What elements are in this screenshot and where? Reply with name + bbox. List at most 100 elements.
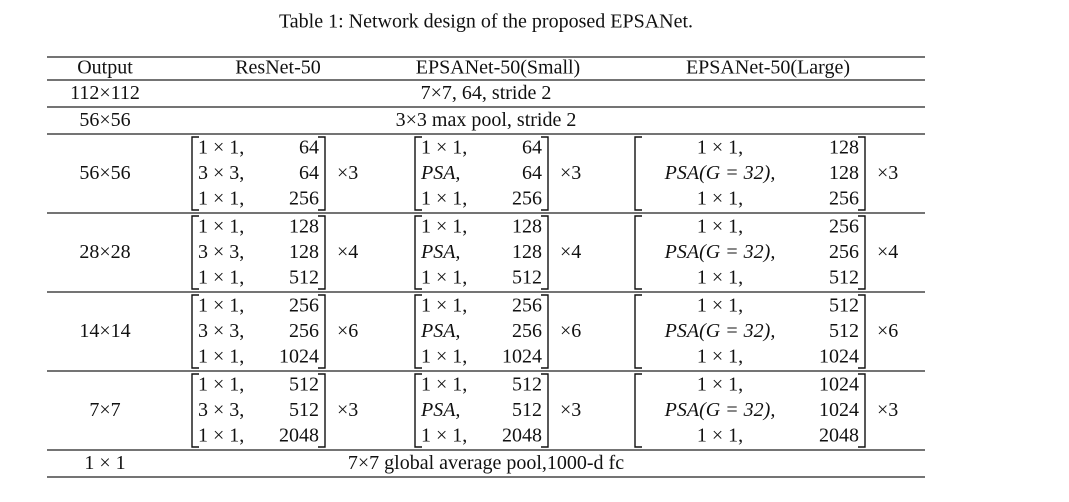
layer-channels: 1024 [819,399,859,421]
layer-channels: 256 [829,216,859,238]
layer-kernel: 3 × 3, [198,162,244,184]
layer-channels: 128 [289,241,319,263]
layer-channels: 256 [289,295,319,317]
layer-channels: 1024 [819,374,859,396]
block-repeat: ×4 [337,241,358,263]
layer-channels: 256 [289,188,319,210]
block-repeat: ×6 [877,320,898,342]
layer-channels: 1024 [502,346,542,368]
layer-kernel: PSA, [420,399,460,421]
bracket-right [858,373,866,448]
layer-kernel: 1 × 1, [697,346,743,368]
layer-kernel: 1 × 1, [697,374,743,396]
output-cell: 56×56 [79,109,130,131]
layer-kernel: 1 × 1, [198,425,244,447]
block-repeat: ×3 [560,162,581,184]
span-cell: 7×7, 64, stride 2 [421,82,552,104]
layer-channels: 256 [829,241,859,263]
header-cell: EPSANet-50(Small) [416,57,580,79]
layer-kernel: 1 × 1, [421,216,467,238]
bracket-left [191,294,199,369]
block-repeat: ×3 [560,399,581,421]
layer-channels: 64 [522,137,542,159]
bracket-right [858,215,866,290]
bracket-left [414,136,422,211]
bracket-right [541,136,549,211]
bracket-right [318,136,326,211]
layer-channels: 512 [289,374,319,396]
layer-kernel: PSA(G = 32), [664,399,776,421]
layer-kernel: 1 × 1, [198,137,244,159]
table-caption: Table 1: Network design of the proposed … [279,11,693,33]
layer-kernel: 1 × 1, [198,188,244,210]
layer-channels: 512 [289,267,319,289]
layer-channels: 1024 [819,346,859,368]
bracket-right [858,294,866,369]
layer-kernel: 1 × 1, [421,267,467,289]
layer-kernel: 1 × 1, [421,425,467,447]
layer-channels: 128 [512,216,542,238]
span-cell: 7×7 global average pool,1000-d fc [348,452,624,474]
block-repeat: ×3 [337,399,358,421]
layer-kernel: 1 × 1, [198,267,244,289]
bracket-left [634,136,642,211]
layer-channels: 256 [512,295,542,317]
bracket-left [191,373,199,448]
span-cell: 3×3 max pool, stride 2 [396,109,577,131]
header-cell: ResNet-50 [235,57,321,79]
layer-channels: 64 [522,162,542,184]
bracket-left [634,373,642,448]
layer-kernel: 1 × 1, [697,188,743,210]
layer-channels: 512 [512,267,542,289]
layer-kernel: PSA, [420,320,460,342]
bracket-left [191,215,199,290]
bracket-right [318,215,326,290]
header-cell: EPSANet-50(Large) [686,57,850,79]
layer-kernel: 1 × 1, [198,346,244,368]
bracket-right [858,136,866,211]
output-cell: 112×112 [70,82,140,104]
bracket-left [414,373,422,448]
layer-kernel: PSA(G = 32), [664,320,776,342]
layer-kernel: 1 × 1, [697,137,743,159]
layer-kernel: 1 × 1, [697,295,743,317]
layer-channels: 2048 [279,425,319,447]
block-repeat: ×3 [877,399,898,421]
layer-kernel: 3 × 3, [198,320,244,342]
layer-kernel: 1 × 1, [697,267,743,289]
bracket-left [191,136,199,211]
layer-channels: 1024 [279,346,319,368]
layer-channels: 512 [829,320,859,342]
layer-channels: 512 [829,295,859,317]
layer-channels: 64 [299,162,319,184]
layer-channels: 128 [829,137,859,159]
bracket-left [414,215,422,290]
layer-channels: 2048 [819,425,859,447]
block-repeat: ×3 [337,162,358,184]
layer-channels: 512 [512,374,542,396]
layer-kernel: PSA(G = 32), [664,241,776,263]
layer-kernel: PSA, [420,241,460,263]
layer-kernel: 1 × 1, [697,425,743,447]
layer-channels: 256 [512,320,542,342]
block-repeat: ×6 [337,320,358,342]
layer-channels: 256 [289,320,319,342]
output-cell: 7×7 [89,399,120,421]
layer-kernel: 1 × 1, [421,137,467,159]
header-cell: Output [77,57,133,79]
layer-channels: 128 [829,162,859,184]
layer-channels: 128 [512,241,542,263]
bracket-left [634,215,642,290]
layer-channels: 512 [829,267,859,289]
layer-kernel: 1 × 1, [421,188,467,210]
layer-channels: 512 [289,399,319,421]
layer-kernel: 1 × 1, [697,216,743,238]
bracket-right [541,294,549,369]
layer-channels: 256 [829,188,859,210]
output-cell: 14×14 [79,320,130,342]
layer-kernel: PSA, [420,162,460,184]
layer-channels: 128 [289,216,319,238]
bracket-right [318,373,326,448]
bracket-right [541,373,549,448]
